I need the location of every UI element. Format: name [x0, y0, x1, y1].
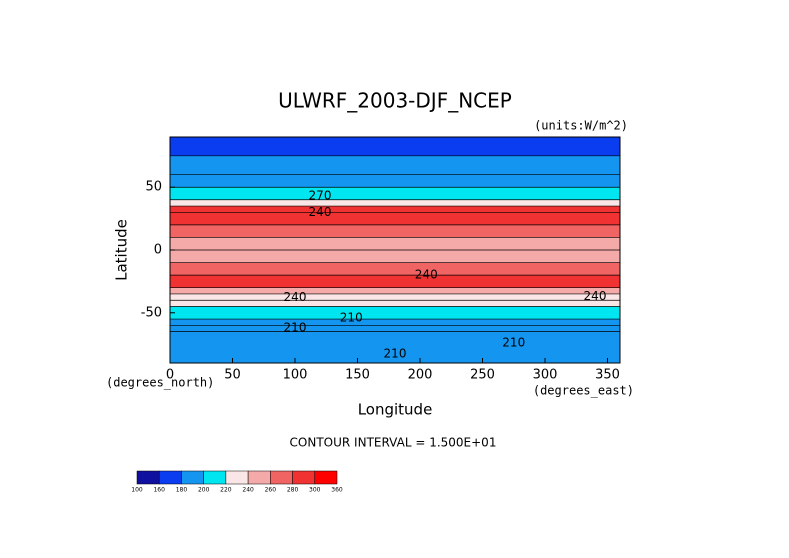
colorbar-label: 200 [198, 487, 210, 494]
contour-label: 210 [284, 320, 307, 334]
colorbar-label: 260 [265, 487, 277, 494]
y-tick-label: 50 [145, 180, 162, 195]
contour-band [170, 237, 620, 251]
x-tick-label: 350 [595, 368, 620, 383]
footer: CONTOUR INTERVAL = 1.500E+01 [290, 436, 497, 450]
contour-band [170, 293, 620, 301]
contour-label: 210 [502, 335, 525, 349]
x-axis-label: Longitude [358, 401, 433, 419]
contour-band [170, 325, 620, 333]
colorbar-label: 300 [309, 487, 321, 494]
colorbar-label: 360 [331, 487, 343, 494]
x-tick-label: 150 [345, 368, 370, 383]
contour-band [170, 206, 620, 213]
contour-label: 210 [340, 310, 363, 324]
colorbar-box [136, 470, 160, 485]
y-unit-label: (degrees_north) [106, 376, 214, 390]
y-tick-label: 0 [154, 243, 162, 258]
colorbar-box [203, 470, 227, 485]
contour-band [170, 306, 620, 320]
x-tick-label: 50 [224, 368, 241, 383]
colorbar-box [270, 470, 293, 485]
colorbar-label: 220 [220, 487, 232, 494]
contour-band [170, 199, 620, 207]
colorbar-label: 160 [153, 487, 165, 494]
contour-label: 240 [584, 289, 607, 303]
units-label: (units:W/m^2) [534, 119, 628, 133]
contour-band [170, 224, 620, 238]
y-tick-label: -50 [141, 305, 162, 320]
contour-label: 240 [309, 205, 332, 219]
x-tick-label: 100 [283, 368, 308, 383]
contour-band [170, 275, 620, 289]
contour-label: 270 [309, 189, 332, 203]
contour-label: 240 [415, 268, 438, 282]
colorbar-box [181, 470, 204, 485]
contour-band [170, 250, 620, 264]
x-tick-label: 250 [470, 368, 495, 383]
colorbar-box [247, 470, 271, 485]
colorbar-box [292, 470, 316, 485]
contour-band [170, 155, 620, 176]
x-tick-label: 0 [166, 368, 174, 383]
colorbar-label: 180 [176, 487, 188, 494]
contour-label: 240 [284, 290, 307, 304]
contour-band [170, 319, 620, 326]
colorbar-label: 280 [287, 487, 299, 494]
contour-label: 210 [384, 347, 407, 361]
contour-band [170, 262, 620, 276]
y-axis-label: Latitude [113, 219, 131, 281]
chart-title: ULWRF_2003-DJF_NCEP [278, 89, 512, 113]
colorbar-label: 240 [242, 487, 254, 494]
contour-band [170, 300, 620, 307]
contour-band [170, 137, 620, 157]
colorbar-label: 100 [131, 487, 143, 494]
colorbar-box [225, 470, 249, 485]
colorbar-box [314, 470, 338, 485]
x-unit-label: (degrees_east) [533, 384, 634, 398]
colorbar-box [158, 470, 182, 485]
contour-band [170, 212, 620, 226]
contour-band [170, 174, 620, 188]
x-tick-label: 300 [533, 368, 558, 383]
contour-band [170, 187, 620, 201]
x-tick-label: 200 [408, 368, 433, 383]
contour-band [170, 287, 620, 295]
